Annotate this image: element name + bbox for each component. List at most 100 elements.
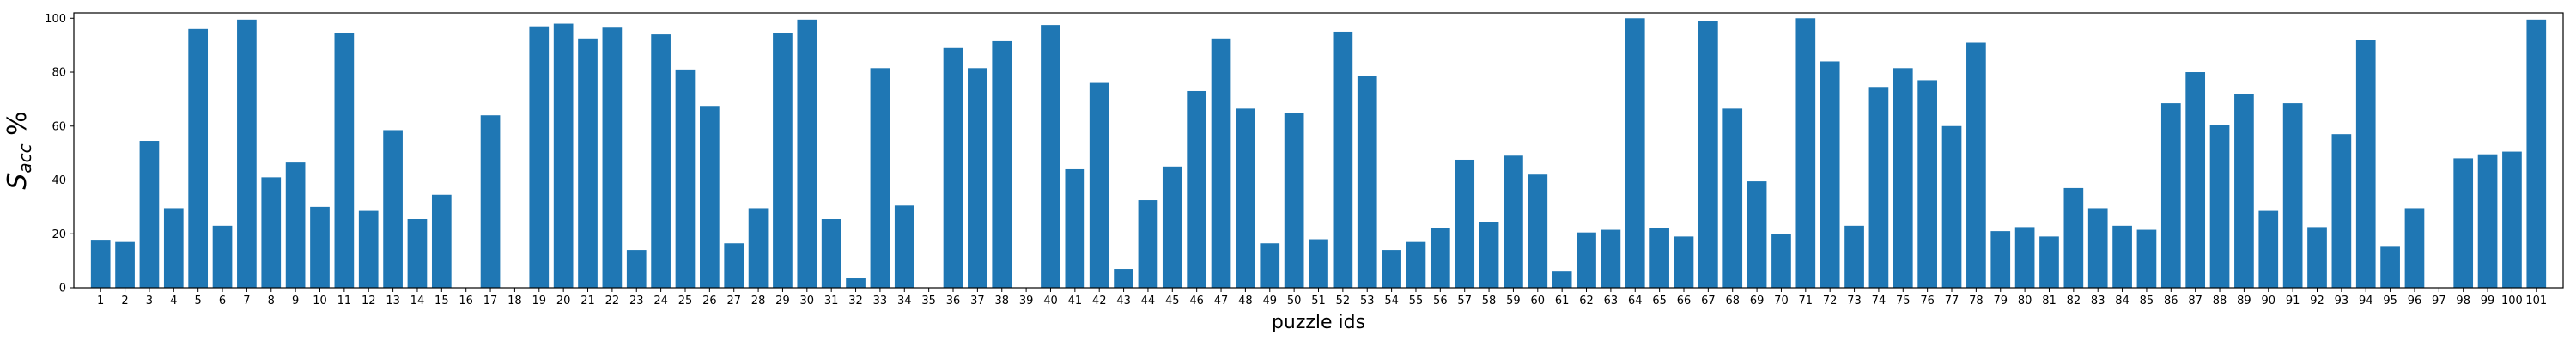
x-tick-label: 41 xyxy=(1068,295,1083,307)
bar xyxy=(115,241,135,288)
x-tick-label: 80 xyxy=(2018,295,2032,307)
bar xyxy=(2526,19,2547,289)
x-tick-label: 79 xyxy=(1993,295,2008,307)
x-tick-label: 39 xyxy=(1019,295,1034,307)
y-axis-label: Sacc % xyxy=(3,111,35,189)
x-tick-label: 68 xyxy=(1725,295,1740,307)
bar xyxy=(1430,228,1450,288)
x-tick-label: 95 xyxy=(2383,295,2397,307)
bar xyxy=(2039,236,2059,288)
x-tick-label: 8 xyxy=(268,295,275,307)
bar xyxy=(2136,229,2157,288)
bar xyxy=(1309,239,1328,288)
x-tick-label: 83 xyxy=(2091,295,2105,307)
bar xyxy=(675,69,696,288)
plot-frame xyxy=(73,12,2564,289)
x-tick-label: 62 xyxy=(1579,295,1594,307)
x-tick-label: 50 xyxy=(1287,295,1302,307)
bar xyxy=(1941,125,1962,288)
x-tick-label: 59 xyxy=(1506,295,1521,307)
bar xyxy=(1625,18,1645,289)
x-tick-label: 71 xyxy=(1799,295,1814,307)
bar xyxy=(773,33,793,288)
bar xyxy=(1601,229,1621,288)
bar xyxy=(1284,113,1304,288)
x-tick-label: 35 xyxy=(921,295,936,307)
bar xyxy=(529,26,550,288)
x-tick-label: 5 xyxy=(195,295,202,307)
bar xyxy=(943,47,963,288)
x-tick-label: 11 xyxy=(337,295,352,307)
y-tick-label: 40 xyxy=(52,174,66,187)
x-tick-label: 18 xyxy=(507,295,522,307)
bar xyxy=(1479,222,1499,288)
bar xyxy=(968,68,987,288)
x-tick-label: 63 xyxy=(1604,295,1619,307)
x-tick-label: 90 xyxy=(2261,295,2275,307)
bar xyxy=(1722,108,1743,289)
x-tick-label: 60 xyxy=(1531,295,1546,307)
x-tick-label: 76 xyxy=(1920,295,1935,307)
bar xyxy=(139,141,160,288)
x-tick-label: 1 xyxy=(97,295,104,307)
bars-group xyxy=(90,18,2547,289)
x-tick-label: 30 xyxy=(800,295,815,307)
bar xyxy=(1406,241,1426,288)
bar xyxy=(2307,227,2327,288)
x-tick-label: 77 xyxy=(1945,295,1959,307)
x-tick-label: 40 xyxy=(1043,295,1058,307)
bar xyxy=(1187,90,1207,288)
bar xyxy=(1552,271,1572,288)
bar xyxy=(894,205,914,288)
x-tick-label: 99 xyxy=(2481,295,2495,307)
x-tick-label: 10 xyxy=(313,295,327,307)
x-tick-label: 64 xyxy=(1628,295,1643,307)
x-tick-label: 53 xyxy=(1360,295,1375,307)
bar xyxy=(797,19,817,289)
x-tick-label: 38 xyxy=(994,295,1009,307)
x-tick-label: 72 xyxy=(1823,295,1838,307)
bar xyxy=(1795,18,1816,289)
x-tick-label: 92 xyxy=(2310,295,2324,307)
x-tick-label: 33 xyxy=(873,295,888,307)
x-tick-label: 27 xyxy=(726,295,741,307)
bar xyxy=(2160,103,2181,288)
bar xyxy=(237,19,257,289)
x-tick-label: 23 xyxy=(629,295,644,307)
bar xyxy=(1504,155,1523,288)
bar xyxy=(407,219,428,288)
bar xyxy=(1649,228,1669,288)
x-tick-label: 31 xyxy=(824,295,839,307)
bar xyxy=(1868,87,1889,289)
x-tick-label: 43 xyxy=(1116,295,1131,307)
x-tick-label: 14 xyxy=(410,295,425,307)
x-tick-label: 58 xyxy=(1482,295,1497,307)
bar xyxy=(1990,231,2011,288)
bar xyxy=(1771,234,1791,288)
bar xyxy=(1089,82,1109,288)
x-tick-label: 25 xyxy=(678,295,693,307)
bar xyxy=(1211,38,1231,289)
x-tick-label: 46 xyxy=(1189,295,1204,307)
bar xyxy=(1236,108,1255,289)
bar xyxy=(2087,208,2108,288)
bar xyxy=(1138,200,1158,288)
x-tick-label: 75 xyxy=(1896,295,1911,307)
bar xyxy=(846,278,866,288)
bar xyxy=(1698,21,1718,288)
bar xyxy=(2453,158,2474,288)
x-tick-label: 22 xyxy=(605,295,620,307)
bar xyxy=(578,38,598,289)
bar xyxy=(2404,208,2425,288)
x-tick-label: 69 xyxy=(1750,295,1765,307)
bar xyxy=(1917,80,1937,289)
x-tick-label: 87 xyxy=(2188,295,2202,307)
bar xyxy=(1674,236,1694,288)
x-tick-label: 86 xyxy=(2164,295,2178,307)
bar xyxy=(480,115,501,288)
x-tick-label: 57 xyxy=(1457,295,1472,307)
x-tick-label: 26 xyxy=(702,295,717,307)
x-tick-label: 101 xyxy=(2525,295,2547,307)
x-tick-label: 42 xyxy=(1092,295,1107,307)
